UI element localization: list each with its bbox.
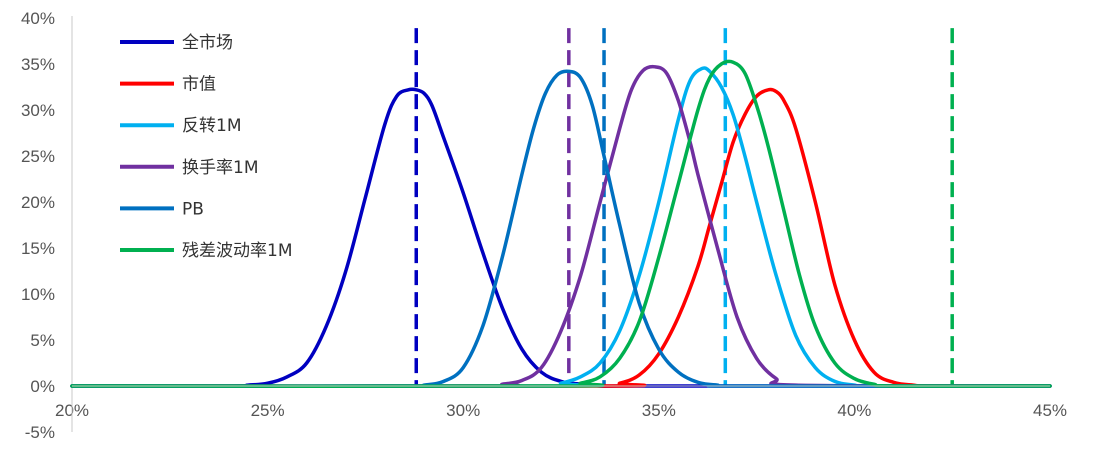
x-tick-label: 35%: [642, 401, 676, 420]
series-line-2: [70, 66, 1052, 388]
legend-label-5: 残差波动率1M: [182, 241, 292, 261]
x-tick-label: 45%: [1033, 401, 1067, 420]
y-tick-label: 30%: [21, 101, 55, 120]
x-tick-label: 25%: [251, 401, 285, 420]
y-tick-label: 0%: [30, 377, 55, 396]
y-tick-label: -5%: [25, 423, 55, 442]
y-tick-label: 40%: [21, 9, 55, 28]
legend-label-0: 全市场: [182, 33, 233, 53]
series-line-4: [70, 69, 1052, 388]
y-axis-tick-labels: -5% 0% 5% 10% 15% 20% 25% 30% 35% 40%: [21, 9, 55, 442]
y-tick-label: 5%: [30, 331, 55, 350]
x-tick-label: 30%: [446, 401, 480, 420]
series-lines: [70, 59, 1052, 388]
series-line-3: [70, 64, 1052, 388]
y-tick-label: 10%: [21, 285, 55, 304]
y-tick-label: 35%: [21, 55, 55, 74]
series-line-5: [70, 59, 1052, 388]
x-axis-tick-labels: 20% 25% 30% 35% 40% 45%: [55, 401, 1067, 420]
legend-label-4: PB: [182, 199, 204, 219]
x-tick-label: 40%: [837, 401, 871, 420]
legend-label-2: 反转1M: [182, 116, 241, 136]
legend-label-1: 市值: [182, 75, 216, 95]
y-tick-label: 20%: [21, 193, 55, 212]
y-tick-label: 25%: [21, 147, 55, 166]
reference-dashed-lines: [414, 28, 954, 386]
y-tick-label: 15%: [21, 239, 55, 258]
legend-label-3: 换手率1M: [182, 158, 258, 178]
